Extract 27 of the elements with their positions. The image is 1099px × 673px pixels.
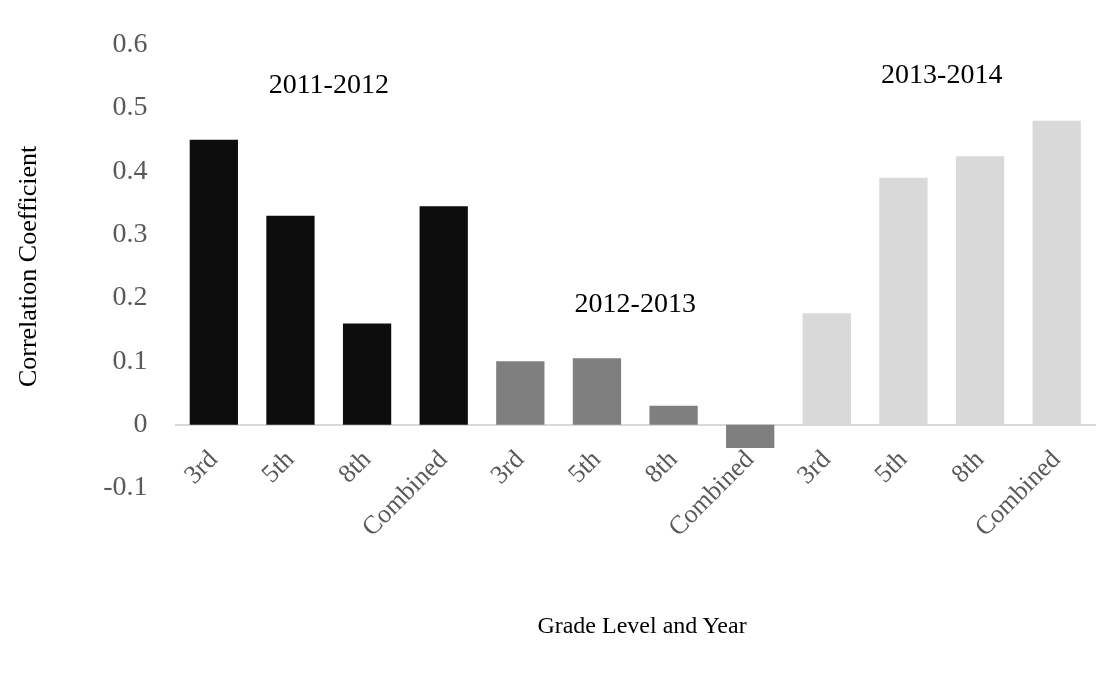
y-tick-label: 0.1 [112,343,148,375]
x-axis-title: Grade Level and Year [536,612,748,639]
y-tick-label: 0 [133,407,148,439]
x-tick-label: 5th [868,444,913,489]
bar [572,358,622,425]
series-label: 2012-2013 [574,286,696,318]
bar [419,206,468,425]
y-tick-label: 0.3 [112,217,148,249]
bar [726,424,775,449]
bar [189,139,238,425]
y-tick-label: 0.6 [112,27,148,59]
x-tick-label: 5th [255,444,300,489]
y-tick-label: 0.5 [112,90,148,122]
x-tick-label: 3rd [177,444,223,490]
y-tick-label: -0.1 [103,470,148,502]
bar [266,215,315,425]
bar [342,323,392,425]
y-tick-label: 0.4 [112,153,148,185]
bar [649,405,698,425]
y-axis-title: Correlation Coefficient [13,144,43,388]
x-tick-label: 5th [562,444,607,489]
bar [496,361,545,425]
x-tick-label: 3rd [484,444,530,490]
x-tick-label: 3rd [790,444,836,490]
series-label: 2013-2014 [881,58,1003,90]
series-label: 2011-2012 [268,68,389,100]
y-tick-label: 0.2 [112,280,148,312]
